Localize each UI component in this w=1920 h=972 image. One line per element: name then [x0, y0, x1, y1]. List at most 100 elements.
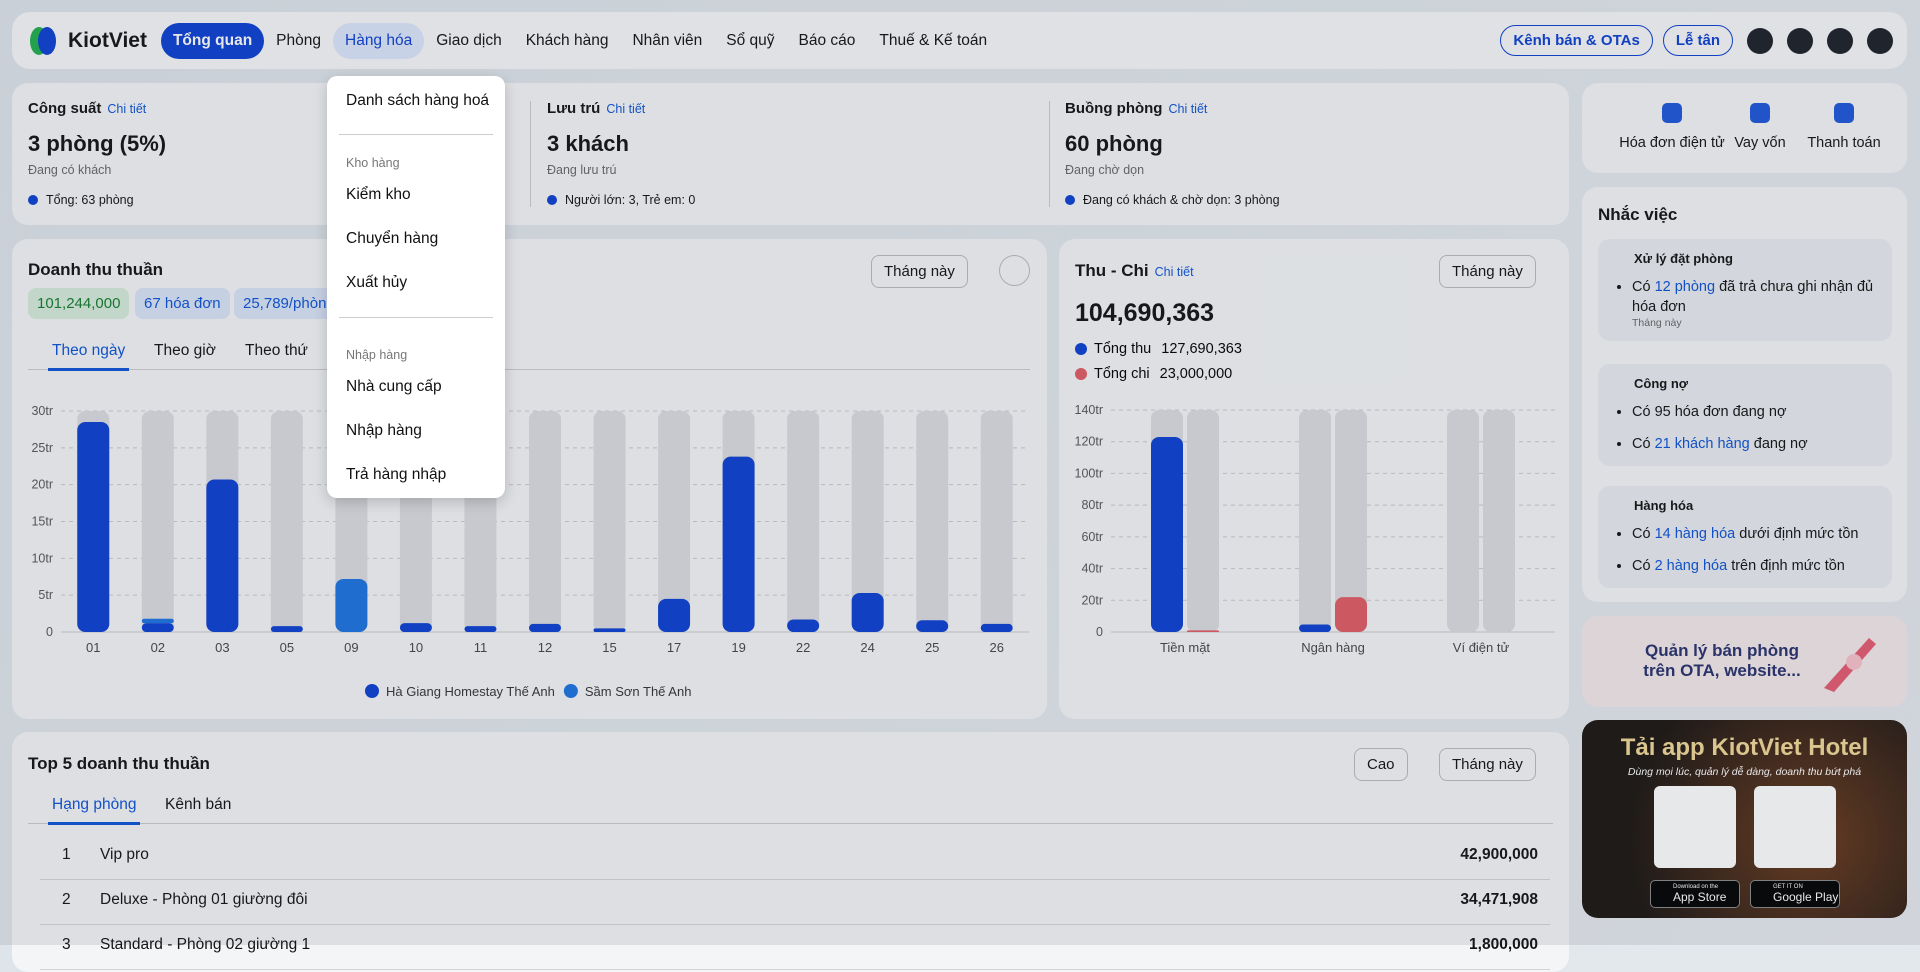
nav-item[interactable]: Thuế & Kế toán [879, 31, 988, 49]
stat-title: Buồng phòng Chi tiết [1065, 100, 1207, 117]
top5-card: Top 5 doanh thu thuần Cao Tháng này Hạng… [12, 732, 1569, 972]
action-label[interactable]: Thanh toán [1807, 135, 1881, 151]
legend-label: Tổng thu [1094, 341, 1151, 357]
row-separator [40, 924, 1550, 925]
action-label[interactable]: Hóa đơn điện tử [1619, 135, 1725, 151]
y-tick-label: 100tr [1075, 466, 1104, 480]
x-tick-label: 03 [215, 640, 229, 655]
store-badge[interactable]: Download on the App Store [1650, 880, 1740, 908]
bar-track [270, 411, 303, 632]
stat-note: Đang có khách & chờ dọn: 3 phòng [1065, 193, 1280, 207]
action-icon [1750, 103, 1770, 123]
tab[interactable]: Hạng phòng [48, 796, 141, 825]
bar [1187, 630, 1219, 632]
bar [787, 619, 820, 632]
nav-item[interactable]: Báo cáo [798, 31, 856, 49]
detail-link[interactable]: Chi tiết [107, 102, 147, 116]
stat-value: 3 khách [547, 131, 629, 156]
menu-item[interactable]: Kiểm kho [346, 186, 411, 203]
box-title: Hàng hóa [1634, 498, 1694, 513]
link[interactable]: 2 hàng hóa [1654, 557, 1728, 574]
note-text: Người lớn: 3, Trẻ em: 0 [565, 193, 696, 207]
menu-item[interactable]: Nhà cung cấp [346, 378, 442, 395]
user-icon[interactable] [1867, 27, 1893, 54]
legend-label: Tổng chi [1094, 366, 1150, 382]
detail-link[interactable]: Chi tiết [1168, 102, 1208, 116]
bar-track [141, 411, 174, 632]
promo-text: Quản lý bán phòng trên OTA, website... [1643, 641, 1801, 680]
sort-select[interactable]: Cao [1354, 748, 1408, 781]
table-row: 2 Deluxe - Phòng 01 giường đôi 34,471,908 [40, 891, 1550, 936]
app-banner[interactable]: Tải app KiotViet Hotel Dùng mọi lúc, quả… [1582, 720, 1907, 918]
y-tick-label: 40tr [1081, 562, 1103, 576]
settings-icon[interactable] [1827, 27, 1853, 54]
legend-swatch [1075, 343, 1087, 355]
bar [270, 626, 303, 632]
reminder-line: Có 2 hàng hóa trên định mức tồn [1632, 557, 1878, 577]
link[interactable]: 21 khách hàng [1654, 435, 1750, 452]
pie-toggle[interactable] [999, 255, 1030, 286]
link[interactable]: 12 phòng [1654, 279, 1716, 295]
bar [399, 623, 432, 632]
top-nav: KiotViet Tổng quan Phòng Hàng hóa Giao d… [12, 12, 1907, 69]
bar [529, 623, 561, 632]
tab[interactable]: Theo giờ [154, 342, 216, 359]
revenue-card: Doanh thu thuần Tháng này 101,244,000 67… [12, 239, 1047, 719]
overlay [0, 0, 1920, 945]
reminder-box: Công nợ Có 95 hóa đơn đang nợ Có 21 khách … [1598, 364, 1892, 467]
x-tick-label: 02 [151, 640, 165, 655]
tab-line [28, 369, 1030, 370]
menu-item[interactable]: Danh sách hàng hoá [346, 92, 490, 109]
bar-track [1483, 410, 1515, 632]
tab[interactable]: Kênh bán [165, 796, 232, 813]
divider [530, 101, 531, 207]
link[interactable]: 14 hàng hóa [1654, 526, 1736, 542]
period-select[interactable]: Tháng này [1439, 255, 1536, 288]
channel-button[interactable]: Kênh bán & OTAs [1500, 25, 1653, 56]
dot [1065, 195, 1075, 205]
x-tick-label: 15 [602, 640, 616, 655]
action-label[interactable]: Vay vốn [1734, 135, 1786, 151]
store-badge[interactable]: GET IT ON Google Play [1750, 880, 1840, 908]
legend-total: 127,690,363 [1161, 341, 1242, 357]
menu-item[interactable]: Nhập hàng [346, 422, 422, 439]
nav-item[interactable]: Giao dịch [436, 31, 502, 49]
detail-link[interactable]: Chi tiết [1154, 265, 1194, 279]
tab[interactable]: Theo ngày [48, 342, 130, 371]
text: đã trả chưa ghi nhận đủ hóa đơn [1632, 279, 1874, 315]
text: Có [1632, 557, 1651, 574]
reminder-list: Có 95 hóa đơn đang nợ Có 21 khách hàng đa… [1612, 403, 1878, 454]
bar [1335, 597, 1367, 632]
nav-item[interactable]: Tổng quan [160, 22, 265, 59]
legend-total: 23,000,000 [1160, 366, 1233, 382]
menu-item[interactable]: Chuyển hàng [346, 230, 439, 247]
stat-sub: Đang lưu trú [547, 163, 617, 177]
reminder-box: Xử lý đặt phòng Có 12 phòng đã trả chưa g… [1598, 239, 1892, 342]
bar-track [1299, 410, 1331, 632]
nav-item[interactable]: Nhân viên [632, 31, 703, 49]
action-icon [1834, 103, 1854, 123]
nav-item[interactable]: Sổ quỹ [726, 31, 775, 49]
bar [722, 456, 755, 632]
box-note: Tháng này [1632, 317, 1682, 330]
nav-item[interactable]: Hàng hóa [333, 22, 425, 59]
nav-item[interactable]: Khách hàng [525, 31, 609, 49]
tab[interactable]: Theo thứ [245, 342, 308, 359]
x-tick-label: 01 [86, 640, 100, 655]
help-icon[interactable] [1787, 27, 1813, 54]
banner-subtitle: Dùng mọi lúc, quản lý dễ dàng, doanh thu… [1627, 766, 1862, 778]
period-select[interactable]: Tháng này [871, 255, 968, 288]
logo[interactable]: KiotViet [68, 28, 147, 52]
menu-item[interactable]: Xuất hủy [346, 274, 408, 291]
detail-link[interactable]: Chi tiết [606, 102, 646, 116]
reception-button[interactable]: Lễ tân [1662, 25, 1733, 56]
x-tick-label: 17 [667, 640, 681, 655]
period-select[interactable]: Tháng này [1439, 748, 1536, 781]
menu-item[interactable]: Trả hàng nhập [346, 466, 447, 483]
promo-card[interactable]: Quản lý bán phòng trên OTA, website... [1582, 616, 1907, 707]
card-title: Top 5 doanh thu thuần [28, 754, 210, 773]
bar-track [851, 411, 884, 632]
bell-icon[interactable] [1747, 27, 1773, 54]
nav-item[interactable]: Phòng [276, 31, 321, 49]
bar [206, 479, 239, 632]
